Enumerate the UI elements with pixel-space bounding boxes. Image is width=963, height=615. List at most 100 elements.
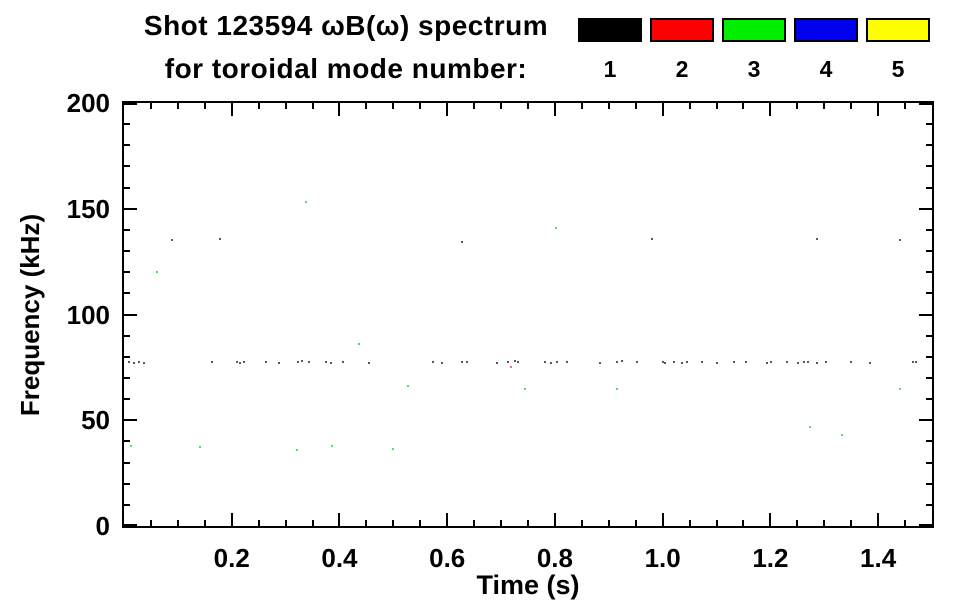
data-point-n=1 (242, 361, 245, 364)
x-minor-tick (149, 103, 152, 109)
data-point-n=1 (517, 361, 520, 364)
x-tick-label: 0.2 (213, 543, 250, 573)
data-point-n=3 (130, 444, 132, 447)
y-major-tick (124, 207, 137, 210)
legend-item-mode-4: 4 (794, 18, 858, 81)
data-point-n=3 (840, 434, 843, 437)
x-minor-tick (850, 520, 853, 526)
x-minor-tick (634, 103, 637, 109)
x-major-tick (338, 103, 341, 116)
data-point-n=1 (850, 361, 853, 364)
y-minor-tick (926, 334, 932, 337)
data-point-n=1 (681, 362, 684, 365)
x-minor-tick (742, 103, 745, 109)
x-minor-tick (311, 520, 314, 526)
legend-item-mode-5: 5 (866, 18, 930, 81)
data-point-n=1 (621, 360, 624, 363)
x-minor-tick (149, 520, 152, 526)
x-major-tick (877, 513, 880, 526)
x-tick-label: 0.6 (429, 543, 466, 573)
legend-swatch-yellow (866, 18, 930, 42)
data-point-n=3 (406, 385, 409, 388)
data-point-n=1 (914, 361, 917, 364)
x-major-tick (446, 103, 449, 116)
x-major-tick (661, 513, 664, 526)
data-point-n=1 (898, 239, 901, 242)
y-minor-tick (124, 461, 130, 464)
y-minor-tick (124, 144, 130, 147)
data-point-n=3 (330, 444, 333, 447)
y-minor-tick (926, 165, 932, 168)
y-minor-tick (124, 292, 130, 295)
legend-label: 5 (891, 56, 905, 82)
y-minor-tick (926, 228, 932, 231)
y-minor-tick (926, 503, 932, 506)
x-tick-label: 1.2 (752, 543, 789, 573)
legend-swatch-green (722, 18, 786, 42)
x-major-tick (553, 513, 556, 526)
y-minor-tick (926, 292, 932, 295)
x-major-tick (338, 513, 341, 526)
data-point-n=1 (496, 362, 499, 365)
x-major-tick (769, 513, 772, 526)
data-point-n=1 (685, 361, 688, 364)
x-minor-tick (580, 520, 583, 526)
x-major-tick (230, 103, 233, 116)
data-point-n=1 (296, 361, 299, 364)
data-point-n=3 (391, 447, 394, 450)
data-point-n=1 (732, 361, 735, 364)
data-point-n=1 (514, 360, 517, 363)
data-point-n=1 (235, 361, 238, 364)
data-point-n=3 (523, 387, 526, 390)
y-minor-tick (926, 144, 932, 147)
y-minor-tick (124, 250, 130, 253)
data-point-n=1 (132, 362, 135, 365)
x-major-tick (553, 103, 556, 116)
y-minor-tick (124, 440, 130, 443)
x-minor-tick (203, 520, 206, 526)
x-major-tick (769, 103, 772, 116)
data-point-n=1 (210, 361, 213, 364)
x-minor-tick (904, 103, 907, 109)
data-point-n=1 (565, 361, 568, 364)
y-minor-tick (926, 461, 932, 464)
data-point-n=1 (616, 361, 619, 364)
x-major-tick (230, 513, 233, 526)
plot-area (122, 101, 934, 528)
x-tick-label: 1.4 (860, 543, 897, 573)
data-point-n=1 (308, 361, 311, 364)
x-minor-tick (823, 520, 826, 526)
data-point-n=1 (636, 361, 639, 364)
data-point-n=1 (661, 361, 664, 364)
x-minor-tick (284, 520, 287, 526)
data-point-n=3 (616, 387, 619, 390)
y-minor-tick (926, 482, 932, 485)
data-point-n=3 (899, 387, 902, 390)
data-point-n=1 (431, 361, 434, 364)
x-minor-tick (850, 103, 853, 109)
title-line-2: for toroidal mode number: (164, 53, 528, 84)
x-minor-tick (688, 103, 691, 109)
legend-label: 2 (675, 56, 689, 82)
y-minor-tick (926, 123, 932, 126)
data-point-n=1 (651, 238, 654, 241)
data-point-n=1 (672, 361, 675, 364)
y-minor-tick (926, 271, 932, 274)
y-minor-tick (926, 440, 932, 443)
legend-swatch-black (578, 18, 642, 42)
y-major-tick (919, 207, 932, 210)
data-point-n=1 (555, 361, 558, 364)
legend-label: 4 (819, 56, 833, 82)
data-point-n=1 (265, 361, 268, 364)
data-point-n=1 (128, 361, 131, 364)
x-minor-tick (176, 103, 179, 109)
data-point-n=1 (700, 361, 703, 364)
x-minor-tick (715, 103, 718, 109)
y-minor-tick (926, 355, 932, 358)
data-point-n=2 (510, 366, 513, 369)
x-minor-tick (419, 103, 422, 109)
data-point-n=3 (199, 445, 202, 448)
y-minor-tick (124, 165, 130, 168)
x-major-tick (661, 103, 664, 116)
x-minor-tick (392, 520, 395, 526)
